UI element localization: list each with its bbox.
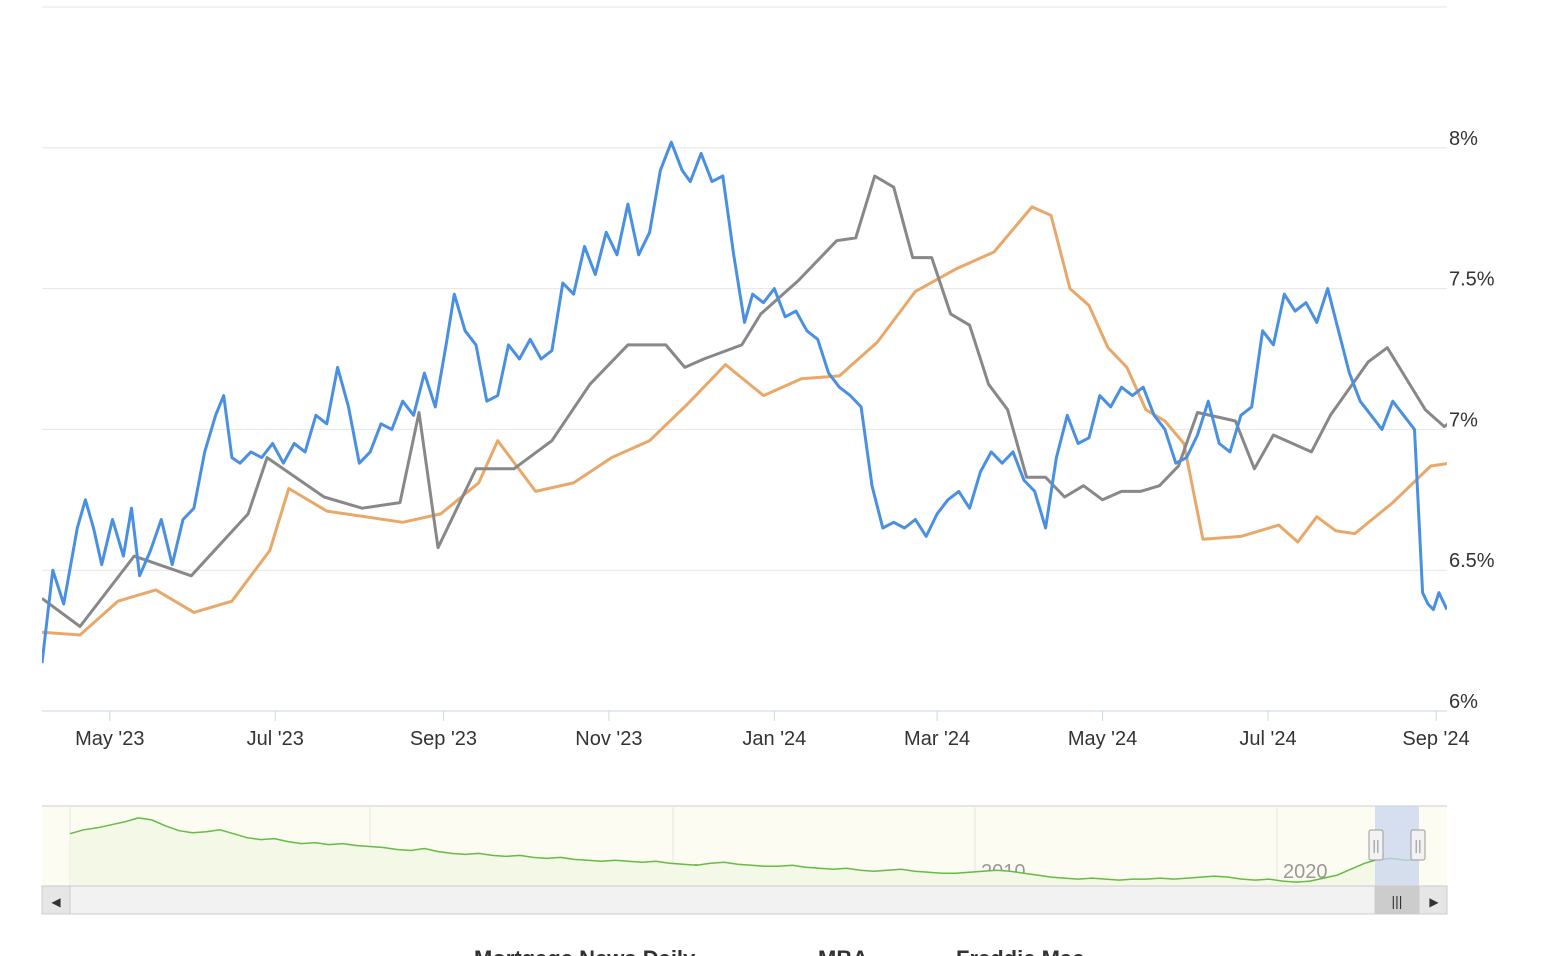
series-line-mortgage-news-daily[interactable]: [42, 140, 1447, 664]
legend-item-mba[interactable]: MBA: [818, 946, 868, 956]
navigator[interactable]: 19801990200020102020 || ||: [42, 805, 1447, 886]
legend-label: Mortgage News Daily: [474, 946, 696, 956]
legend-item-freddie-mac[interactable]: Freddie Mac: [956, 946, 1084, 956]
main-gridlines: [42, 6, 1447, 571]
scrollbar-right-button[interactable]: [1418, 885, 1448, 915]
x-tick-label: Jul '24: [1239, 728, 1296, 750]
x-tick-label: Jan '24: [742, 728, 806, 750]
scrollbar[interactable]: ◀ ||| ▶: [41, 885, 1448, 915]
x-tick-label: Sep '24: [1402, 728, 1469, 750]
series-line-mba[interactable]: [42, 174, 1556, 628]
legend-label: MBA: [818, 946, 868, 956]
scrollbar-thumb[interactable]: [1374, 885, 1420, 915]
legend-label: Freddie Mac: [956, 946, 1084, 956]
x-tick-label: May '24: [1068, 728, 1137, 750]
scrollbar-left-button[interactable]: [41, 885, 71, 915]
y-axis: 6% 6.5% 7% 7.5% 8%: [1449, 128, 1495, 713]
y-tick-label: 8%: [1449, 128, 1478, 150]
legend-item-mortgage-news-daily[interactable]: Mortgage News Daily: [474, 946, 696, 956]
scrollbar-track[interactable]: [41, 885, 1448, 915]
x-tick-label: Nov '23: [575, 728, 642, 750]
arrow-right-icon: ▶: [1429, 895, 1439, 909]
arrow-left-icon: ◀: [51, 895, 61, 909]
navigator-tick-label: 2020: [1283, 861, 1328, 883]
navigator-handle-left[interactable]: ||: [1368, 829, 1384, 861]
x-axis-ticks: May '23 Jul '23 Sep '23 Nov '23 Jan '24 Mar '…: [75, 711, 1470, 750]
y-tick-label: 7%: [1449, 409, 1478, 431]
x-tick-label: Sep '23: [410, 728, 477, 750]
plot-area[interactable]: [42, 140, 1556, 664]
y-tick-label: 7.5%: [1449, 269, 1495, 291]
x-tick-label: Mar '24: [904, 728, 970, 750]
handle-grip-icon: ||: [1372, 837, 1379, 853]
navigator-area: [70, 817, 1419, 886]
y-tick-label: 6%: [1449, 691, 1478, 713]
navigator-series: [69, 817, 1420, 883]
x-tick-label: May '23: [75, 728, 144, 750]
x-tick-label: Jul '23: [247, 728, 304, 750]
handle-grip-icon: ||: [1414, 837, 1421, 853]
y-tick-label: 6.5%: [1449, 550, 1495, 572]
legend: Mortgage News Daily MBA Freddie Mac: [474, 946, 1084, 956]
series-line-freddie-mac[interactable]: [42, 205, 1556, 637]
navigator-handle-right[interactable]: ||: [1410, 829, 1426, 861]
scrollbar-grip-icon: |||: [1392, 893, 1403, 909]
